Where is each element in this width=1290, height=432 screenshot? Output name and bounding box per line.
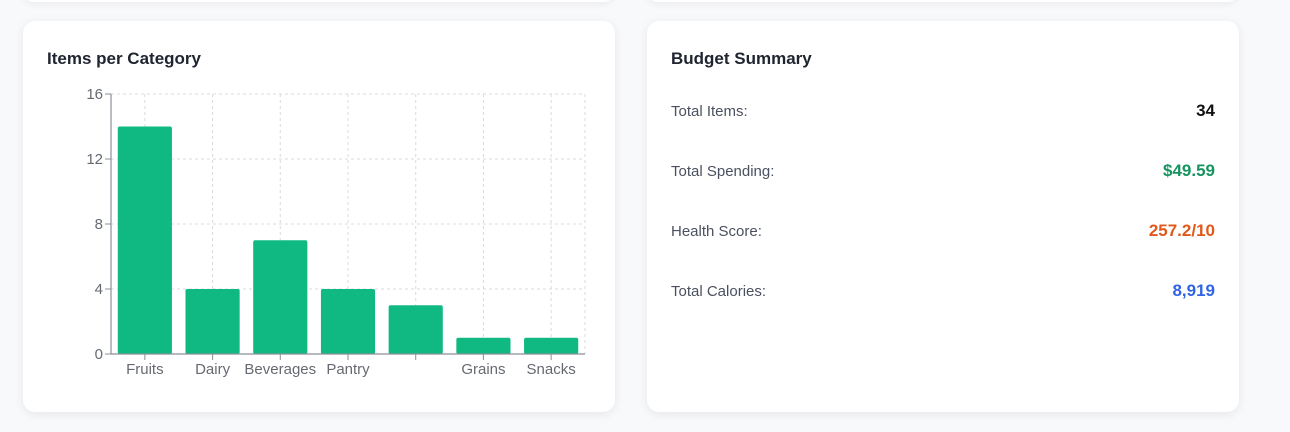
total-calories-row: Total Calories: 8,919: [671, 279, 1215, 303]
total-calories-value: 8,919: [1172, 281, 1215, 300]
y-tick-label: 4: [95, 281, 103, 298]
total-items-value: 34: [1196, 101, 1215, 120]
budget-summary-title: Budget Summary: [671, 49, 812, 68]
total-spending-label: Total Spending:: [671, 162, 775, 180]
total-items-label: Total Items:: [671, 102, 748, 120]
total-spending-value: $49.59: [1163, 161, 1215, 180]
bar: [388, 305, 443, 354]
budget-summary-card: Budget Summary Total Items: 34 Total Spe…: [647, 21, 1239, 412]
x-tick-label: Grains: [461, 361, 505, 378]
bar: [117, 126, 172, 354]
y-tick-label: 8: [95, 216, 103, 233]
y-tick-label: 16: [86, 86, 103, 103]
items-per-category-card: Items per Category 0 4 8 12 16 Fruits Dairy Bev…: [23, 21, 615, 412]
x-tick-label: Dairy: [195, 361, 231, 378]
bar: [524, 337, 579, 354]
health-score-label: Health Score:: [671, 222, 762, 240]
x-tick-label: Fruits: [126, 361, 164, 378]
total-items-row: Total Items: 34: [671, 99, 1215, 123]
chart-card-title: Items per Category: [47, 49, 201, 68]
total-calories-label: Total Calories:: [671, 282, 767, 300]
items-per-category-chart: 0 4 8 12 16 Fruits Dairy Beverages Pantry Grains S…: [86, 86, 586, 378]
bar: [456, 337, 511, 354]
bar: [320, 289, 376, 354]
previous-card-edge: [23, 0, 615, 2]
x-tick-label: Beverages: [244, 361, 316, 378]
y-tick-label: 12: [86, 151, 103, 168]
health-score-value: 257.2/10: [1148, 221, 1215, 240]
total-spending-row: Total Spending: $49.59: [671, 159, 1215, 183]
previous-card-edge: [647, 0, 1239, 2]
bar: [253, 240, 308, 354]
y-tick-label: 0: [95, 346, 103, 363]
bar: [185, 289, 240, 354]
health-score-row: Health Score: 257.2/10: [671, 219, 1215, 243]
x-tick-label: Snacks: [527, 361, 576, 378]
x-tick-label: Pantry: [326, 361, 370, 378]
